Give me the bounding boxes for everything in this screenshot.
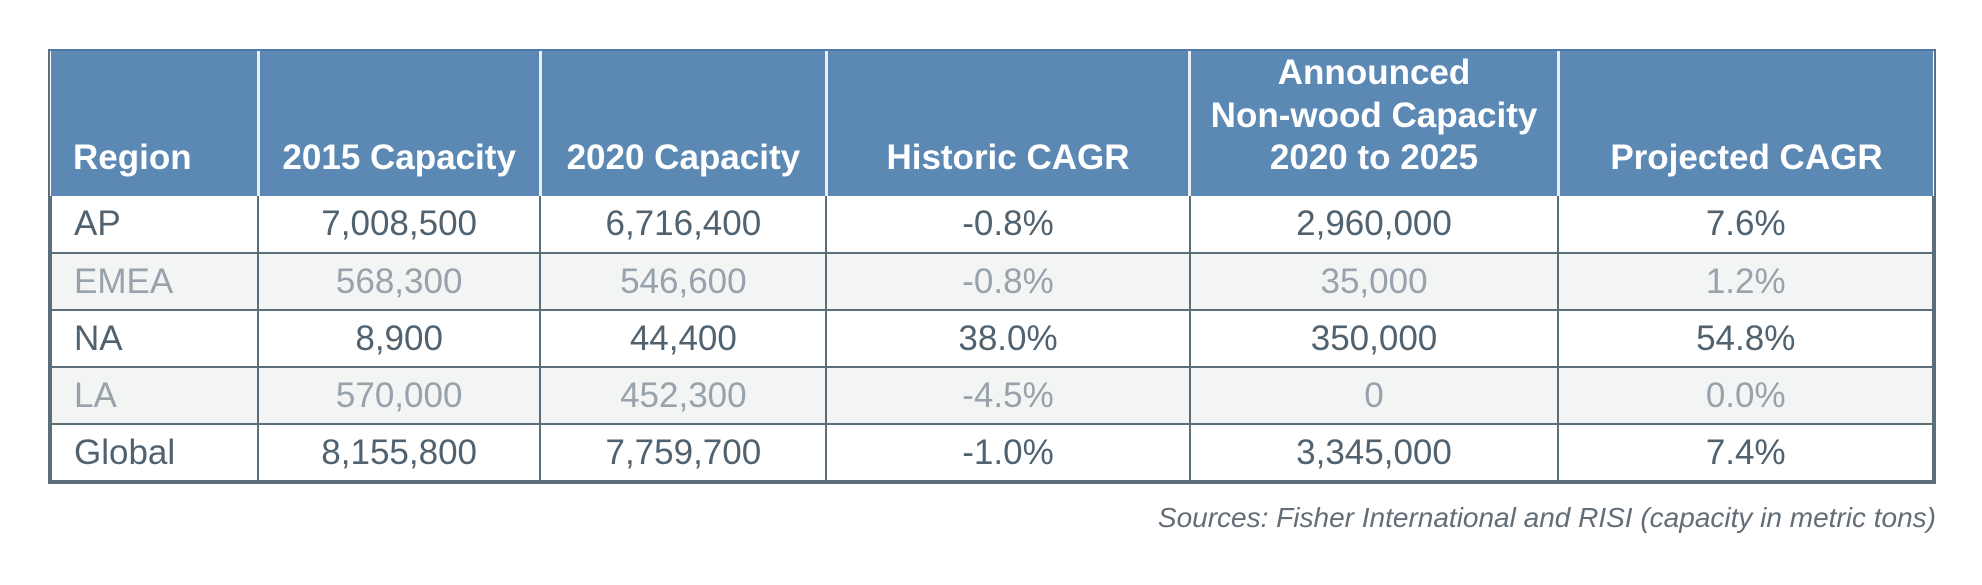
source-note: Sources: Fisher International and RISI (… — [1157, 502, 1936, 533]
cell-la-region: LA — [49, 366, 260, 425]
column-header-capacity-2015: 2015 Capacity — [256, 51, 541, 196]
cell-na-capacity-2015: 8,900 — [257, 309, 542, 368]
cell-na-projected-cagr: 54.8% — [1557, 309, 1934, 368]
column-header-capacity-2020: 2020 Capacity — [538, 51, 827, 196]
cell-la-projected-cagr: 0.0% — [1557, 366, 1934, 425]
cell-ap-announced-nonwood-capacity: 2,960,000 — [1188, 196, 1560, 254]
cell-global-capacity-2015: 8,155,800 — [257, 423, 542, 482]
cell-emea-capacity-2020: 546,600 — [539, 252, 828, 311]
cell-la-announced-nonwood-capacity: 0 — [1188, 366, 1560, 425]
cell-global-capacity-2020: 7,759,700 — [539, 423, 828, 482]
table-row-emea: EMEA 568,300 546,600 -0.8% 35,000 1.2% — [49, 252, 1934, 311]
cell-emea-region: EMEA — [49, 252, 260, 311]
capacity-table-wrap: Region 2015 Capacity 2020 Capacity Historic… — [48, 49, 1936, 484]
cell-ap-capacity-2015: 7,008,500 — [257, 196, 542, 254]
column-header-region: Region — [51, 51, 259, 196]
table-row-la: LA 570,000 452,300 -4.5% 0 0.0% — [49, 366, 1934, 425]
cell-na-capacity-2020: 44,400 — [539, 309, 828, 368]
cell-la-historic-cagr: -4.5% — [825, 366, 1191, 425]
table-row-na: NA 8,900 44,400 38.0% 350,000 54.8% — [49, 309, 1934, 368]
capacity-table-header: Region 2015 Capacity 2020 Capacity Historic… — [51, 51, 1933, 196]
table-row-ap: AP 7,008,500 6,716,400 -0.8% 2,960,000 7.6% — [49, 196, 1934, 254]
table-row-global: Global 8,155,800 7,759,700 -1.0% 3,345,000 7.… — [49, 423, 1934, 482]
column-header-projected-cagr: Projected CAGR — [1556, 51, 1933, 196]
cell-ap-region: AP — [49, 196, 260, 254]
cell-emea-historic-cagr: -0.8% — [825, 252, 1191, 311]
cell-global-projected-cagr: 7.4% — [1557, 423, 1934, 482]
cell-global-announced-nonwood-capacity: 3,345,000 — [1188, 423, 1560, 482]
cell-na-announced-nonwood-capacity: 350,000 — [1188, 309, 1560, 368]
cell-la-capacity-2015: 570,000 — [257, 366, 542, 425]
cell-ap-capacity-2020: 6,716,400 — [539, 196, 828, 254]
cell-global-historic-cagr: -1.0% — [825, 423, 1191, 482]
header-row: Region 2015 Capacity 2020 Capacity Historic… — [51, 51, 1933, 196]
column-header-announced-nonwood-capacity: Announced Non-wood Capacity 2020 to 2025 — [1188, 51, 1559, 196]
cell-la-capacity-2020: 452,300 — [539, 366, 828, 425]
cell-ap-projected-cagr: 7.6% — [1557, 196, 1934, 254]
cell-emea-projected-cagr: 1.2% — [1557, 252, 1934, 311]
capacity-table-body: AP 7,008,500 6,716,400 -0.8% 2,960,000 7.6% EM… — [49, 196, 1934, 482]
cell-na-region: NA — [49, 309, 260, 368]
cell-na-historic-cagr: 38.0% — [825, 309, 1191, 368]
cell-global-region: Global — [49, 423, 260, 482]
capacity-table: Region 2015 Capacity 2020 Capacity Historic… — [49, 51, 1934, 482]
cell-emea-announced-nonwood-capacity: 35,000 — [1188, 252, 1560, 311]
cell-ap-historic-cagr: -0.8% — [825, 196, 1191, 254]
column-header-historic-cagr: Historic CAGR — [824, 51, 1190, 196]
cell-emea-capacity-2015: 568,300 — [257, 252, 542, 311]
